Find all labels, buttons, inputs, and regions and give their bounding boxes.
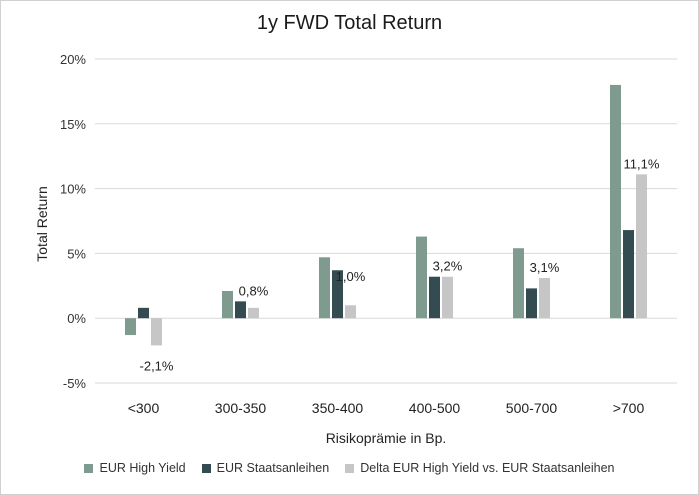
y-tick-label: 5%	[67, 246, 86, 261]
y-tick-label: 0%	[67, 311, 86, 326]
bar	[345, 305, 356, 319]
x-tick-label: 500-700	[506, 400, 558, 416]
bars	[125, 84, 647, 346]
legend-item-eur-staatsanleihen: EUR Staatsanleihen	[201, 461, 330, 475]
data-label: 3,2%	[433, 259, 463, 274]
x-tick-label: 300-350	[215, 400, 267, 416]
gridlines	[95, 58, 677, 384]
bar	[636, 174, 647, 319]
legend: EUR High Yield EUR Staatsanleihen Delta …	[0, 461, 699, 475]
legend-item-eur-high-yield: EUR High Yield	[84, 461, 186, 475]
legend-label: EUR Staatsanleihen	[216, 461, 330, 475]
y-tick-labels: 20% 15% 10% 5% 0% -5%	[60, 52, 86, 391]
y-tick-label: 15%	[60, 117, 86, 132]
legend-swatch	[84, 463, 94, 473]
chart-title: 1y FWD Total Return	[256, 12, 443, 34]
bar	[623, 230, 634, 319]
data-label: 0,8%	[239, 283, 269, 298]
x-tick-labels: <300 300-350 350-400 400-500 500-700 >700	[128, 400, 645, 416]
bar	[138, 307, 149, 319]
bar	[125, 318, 136, 336]
data-label: 11,1%	[624, 156, 660, 171]
bar	[319, 257, 330, 319]
x-tick-label: >700	[613, 400, 645, 416]
x-tick-label: 400-500	[409, 400, 461, 416]
legend-swatch	[201, 463, 211, 473]
bar	[235, 301, 246, 319]
bar	[513, 248, 524, 319]
bar	[539, 278, 550, 319]
legend-label: Delta EUR High Yield vs. EUR Staatsanlei…	[360, 461, 615, 475]
bar	[248, 307, 259, 319]
y-axis-label: Total Return	[34, 186, 50, 261]
x-axis-label: Risikoprämie in Bp.	[326, 430, 447, 446]
y-tick-label: 10%	[60, 182, 86, 197]
bar	[416, 236, 427, 319]
data-labels: -2,1% 0,8% 1,0% 3,2% 3,1% 11,1%	[140, 156, 660, 373]
legend-item-delta: Delta EUR High Yield vs. EUR Staatsanlei…	[345, 461, 615, 475]
x-tick-label: <300	[128, 400, 160, 416]
data-label: 3,1%	[530, 260, 560, 275]
data-label: -2,1%	[140, 358, 174, 373]
bar	[610, 84, 621, 319]
bar	[151, 318, 162, 346]
y-tick-label: 20%	[60, 52, 86, 67]
bar	[429, 276, 440, 319]
bar	[222, 290, 233, 319]
legend-swatch	[345, 463, 355, 473]
y-tick-label: -5%	[63, 376, 87, 391]
x-tick-label: 350-400	[312, 400, 364, 416]
bar	[332, 270, 343, 319]
bar	[442, 276, 453, 319]
bar	[526, 288, 537, 319]
data-label: 1,0%	[336, 269, 366, 284]
legend-label: EUR High Yield	[99, 461, 186, 475]
